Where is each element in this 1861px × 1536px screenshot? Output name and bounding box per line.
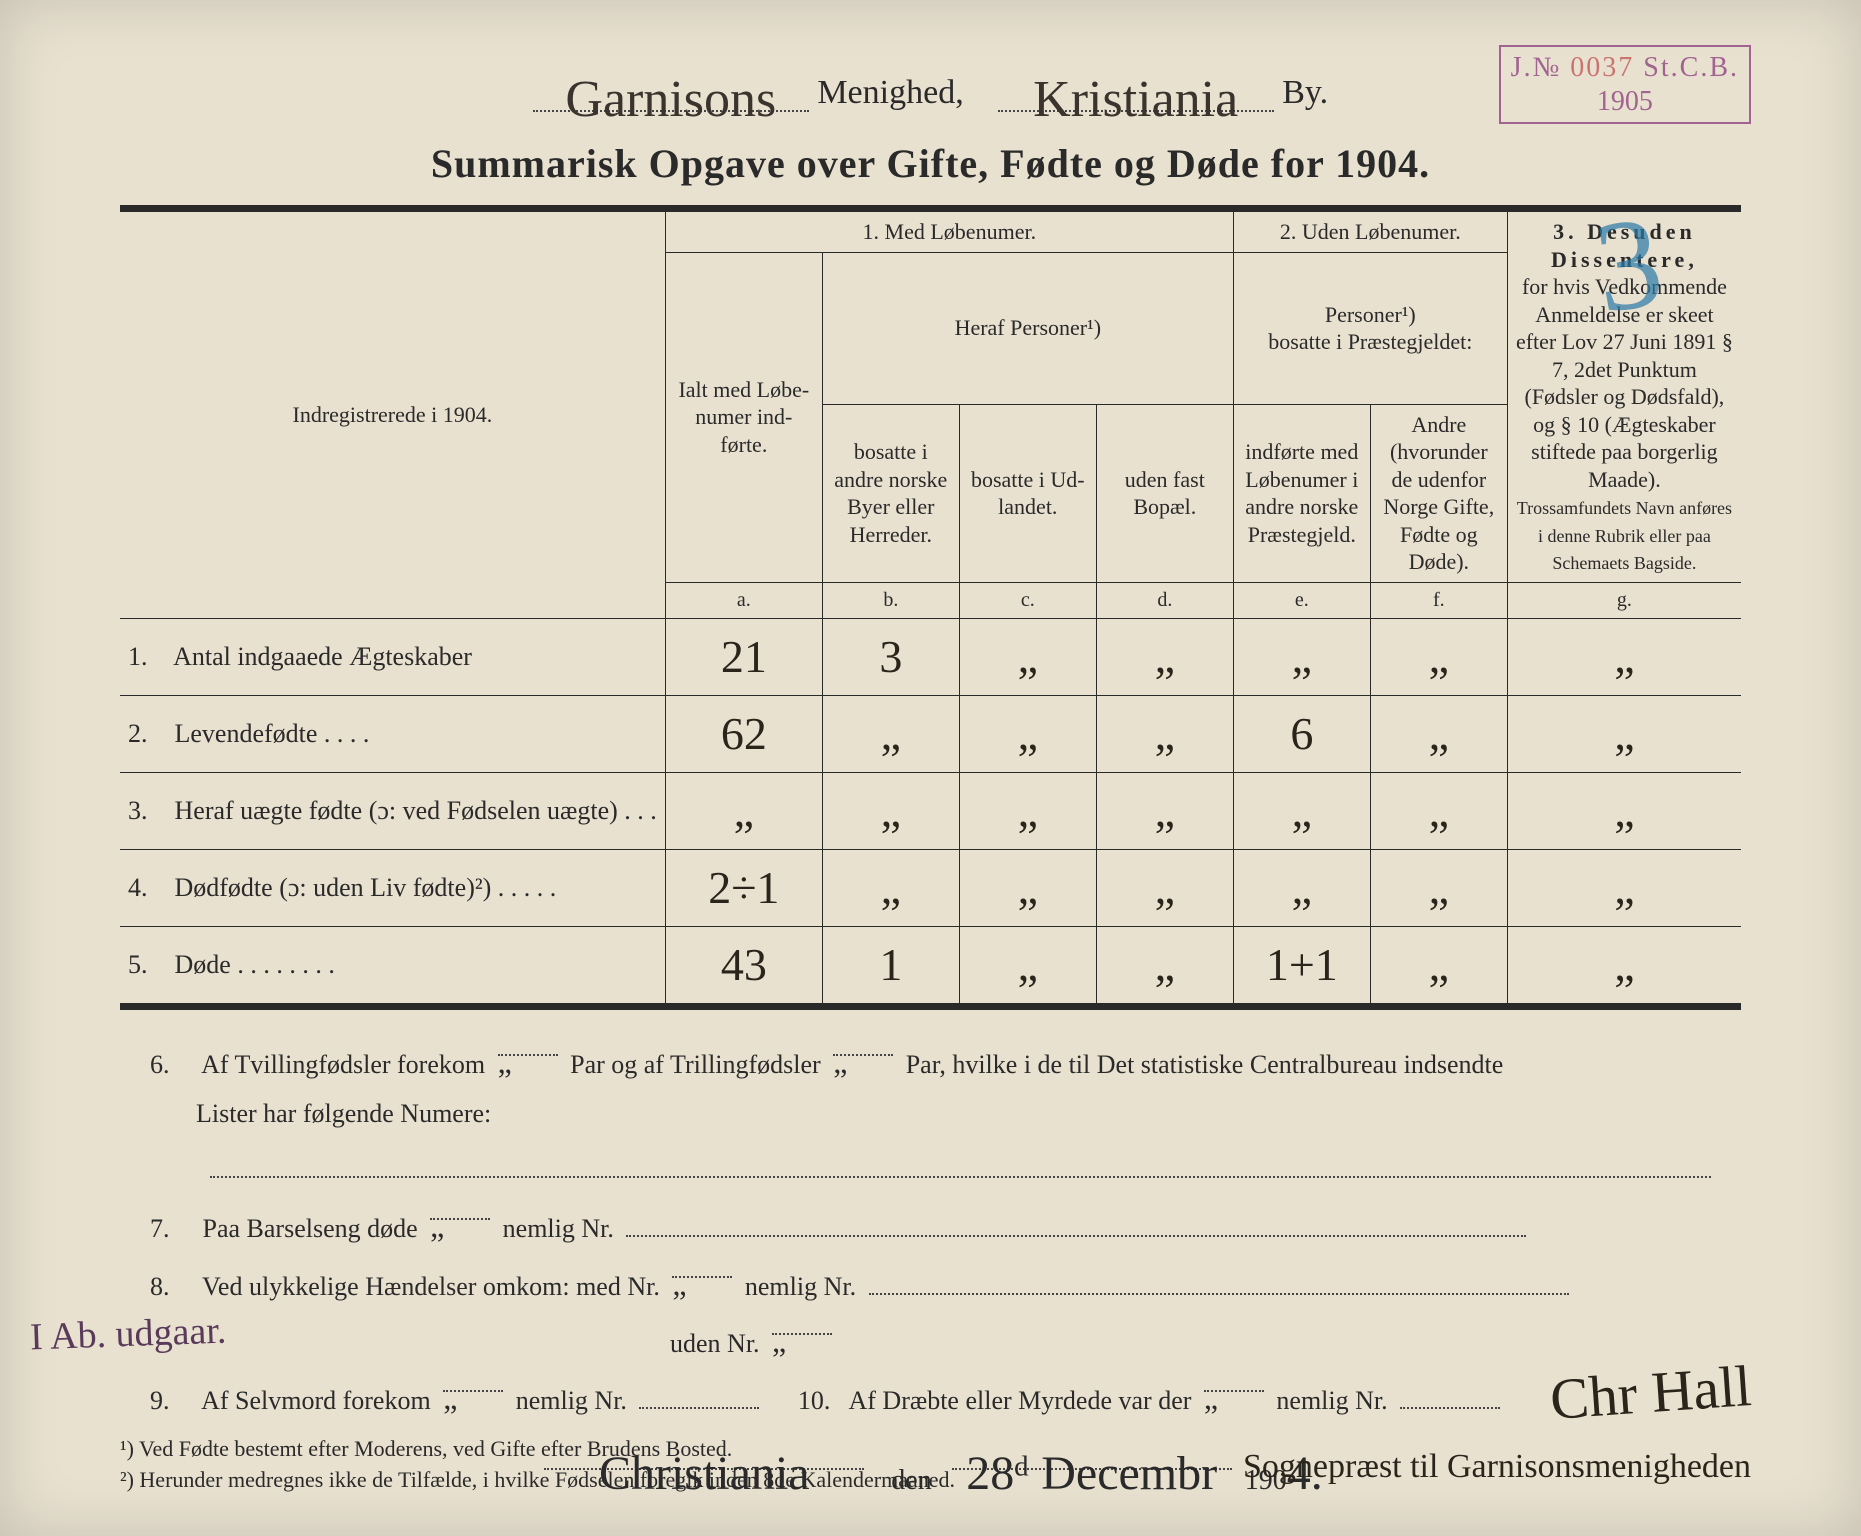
table-row: 5. Døde . . . . . . . .431„„1+1„„ (120, 926, 1741, 1003)
row-label: 1. Antal indgaaede Ægteskaber (120, 618, 665, 695)
document-title: Summarisk Opgave over Gifte, Fødte og Dø… (90, 140, 1771, 187)
signature: Chr Hall (1548, 1352, 1754, 1433)
cell-b: „ (822, 772, 959, 849)
parish-label: Menighed, (817, 74, 963, 111)
cell-e: „ (1233, 618, 1370, 695)
section3: 3. Desuden Dissentere, for hvis Vedkomme… (1507, 212, 1741, 583)
cell-c: „ (959, 695, 1096, 772)
section2-title: 2. Uden Løbenumer. (1233, 212, 1507, 253)
table-row: 2. Levendefødte . . . .62„„„6„„ (120, 695, 1741, 772)
cell-g: „ (1507, 926, 1741, 1003)
cell-c: „ (959, 618, 1096, 695)
cell-c: „ (959, 849, 1096, 926)
document-page: J.№ 0037 St.C.B. 1905 Garnisons Menighed… (0, 0, 1861, 1536)
cell-e: „ (1233, 772, 1370, 849)
line-9-10: 9. Af Selvmord forekom „ nemlig Nr. 10. … (150, 1368, 1711, 1425)
cell-f: „ (1370, 926, 1507, 1003)
cell-b: 1 (822, 926, 959, 1003)
stamp-jn-label: J.№ (1511, 52, 1562, 83)
col-c-head: bosatte i Ud-landet. (959, 404, 1096, 582)
cell-d: „ (1096, 849, 1233, 926)
line-6-blank (210, 1146, 1711, 1178)
section1-title: 1. Med Løbenumer. (665, 212, 1233, 253)
cell-f: „ (1370, 618, 1507, 695)
col-b-head: bosatte i andre norske Byer eller Herred… (822, 404, 959, 582)
rule-bottom (120, 1004, 1741, 1010)
cell-a: 62 (665, 695, 822, 772)
col-d-head: uden fast Bopæl. (1096, 404, 1233, 582)
line-6: 6. Af Tvillingfødsler forekom „ Par og a… (150, 1032, 1711, 1089)
row-label: 4. Dødfødte (ɔ: uden Liv fødte)²) . . . … (120, 849, 665, 926)
cell-g: „ (1507, 695, 1741, 772)
cell-c: „ (959, 926, 1096, 1003)
heraf-head: Heraf Personer¹) (822, 252, 1233, 404)
lower-section: 6. Af Tvillingfødsler forekom „ Par og a… (150, 1032, 1711, 1426)
cell-c: „ (959, 772, 1096, 849)
cell-a: 43 (665, 926, 822, 1003)
cell-d: „ (1096, 618, 1233, 695)
cell-a: 21 (665, 618, 822, 695)
stamp-jn-number: 0037 (1570, 52, 1634, 83)
label-e: e. (1233, 582, 1370, 618)
cell-b: „ (822, 695, 959, 772)
col-a-head: Ialt med Løbe-numer ind-førte. (665, 252, 822, 582)
registry-stamp: J.№ 0037 St.C.B. 1905 (1499, 45, 1751, 124)
sig-date: 28ᵈ Decembr (966, 1447, 1217, 1500)
row-label: 2. Levendefødte . . . . (120, 695, 665, 772)
cell-b: 3 (822, 618, 959, 695)
stamp-office: St.C.B. (1643, 52, 1739, 83)
city-name: Kristiania (1033, 71, 1238, 128)
line-8: 8. Ved ulykkelige Hændelser omkom: med N… (150, 1254, 1711, 1311)
cell-e: 6 (1233, 695, 1370, 772)
label-g: g. (1507, 582, 1741, 618)
col-f-head: Andre (hvorunder de udenfor Norge Gifte,… (1370, 404, 1507, 582)
row-label: 5. Døde . . . . . . . . (120, 926, 665, 1003)
cell-e: „ (1233, 849, 1370, 926)
cell-f: „ (1370, 695, 1507, 772)
line-8b: uden Nr. „ (670, 1311, 1711, 1368)
main-table: Indregistrerede i 1904. 1. Med Løbenumer… (120, 211, 1741, 1004)
line-6b: Lister har følgende Numere: (196, 1089, 1711, 1138)
cell-a: 2÷1 (665, 849, 822, 926)
cell-f: „ (1370, 772, 1507, 849)
label-d: d. (1096, 582, 1233, 618)
footnote-1: ¹) Ved Fødte bestemt efter Moderens, ved… (120, 1434, 955, 1465)
stamp-year: 1905 (1511, 85, 1739, 119)
margin-note: I Ab. udgaar. (29, 1309, 227, 1360)
cell-d: „ (1096, 772, 1233, 849)
table-row: 4. Dødfødte (ɔ: uden Liv fødte)²) . . . … (120, 849, 1741, 926)
label-f: f. (1370, 582, 1507, 618)
table-row: 1. Antal indgaaede Ægteskaber213„„„„„ (120, 618, 1741, 695)
cell-g: „ (1507, 618, 1741, 695)
parish-name: Garnisons (565, 71, 776, 128)
cell-g: „ (1507, 849, 1741, 926)
label-c: c. (959, 582, 1096, 618)
personer2-head: Personer¹) bosatte i Præstegjeldet: (1233, 252, 1507, 404)
cell-b: „ (822, 849, 959, 926)
label-a: a. (665, 582, 822, 618)
city-label: By. (1282, 74, 1328, 111)
cell-g: „ (1507, 772, 1741, 849)
cell-d: „ (1096, 926, 1233, 1003)
row-header: Indregistrerede i 1904. (120, 212, 665, 619)
cell-f: „ (1370, 849, 1507, 926)
footnote-2: ²) Herunder medregnes ikke de Tilfælde, … (120, 1465, 955, 1496)
cell-a: „ (665, 772, 822, 849)
row-label: 3. Heraf uægte fødte (ɔ: ved Fødselen uæ… (120, 772, 665, 849)
col-e-head: indførte med Løbenumer i andre norske Pr… (1233, 404, 1370, 582)
cell-d: „ (1096, 695, 1233, 772)
sub-signature: Sognepræst til Garnisonsmenigheden (1243, 1448, 1751, 1486)
footnotes: ¹) Ved Fødte bestemt efter Moderens, ved… (120, 1434, 955, 1496)
table-row: 3. Heraf uægte fødte (ɔ: ved Fødselen uæ… (120, 772, 1741, 849)
line-7: 7. Paa Barselseng døde „ nemlig Nr. (150, 1196, 1711, 1253)
label-b: b. (822, 582, 959, 618)
cell-e: 1+1 (1233, 926, 1370, 1003)
